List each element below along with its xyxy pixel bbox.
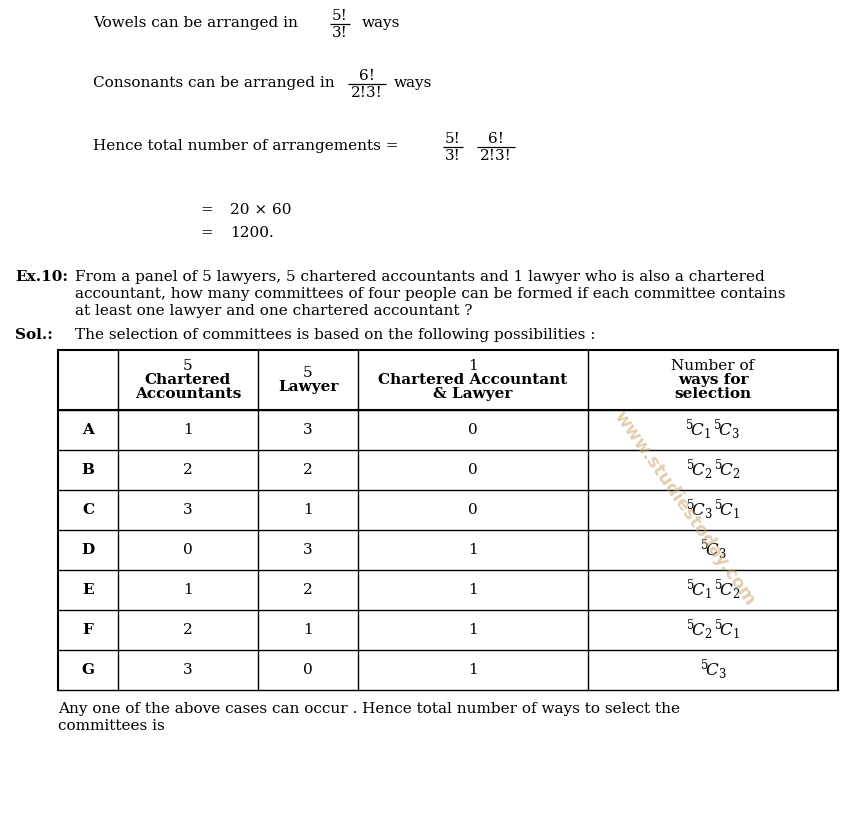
Text: 1200.: 1200. [230,226,273,240]
Text: 3: 3 [303,423,313,437]
Text: Ex.10:: Ex.10: [15,270,68,284]
Text: 2!3!: 2!3! [480,149,512,163]
Text: $^{5}\!C_{2}\,^{5}\!C_{1}$: $^{5}\!C_{2}\,^{5}\!C_{1}$ [686,618,740,642]
Text: 0: 0 [468,463,478,477]
Text: 5!: 5! [332,9,348,23]
Text: 5: 5 [303,366,313,380]
Text: $^{5}\!C_{2}\,^{5}\!C_{2}$: $^{5}\!C_{2}\,^{5}\!C_{2}$ [686,458,740,483]
Text: $^{5}\!C_{3}$: $^{5}\!C_{3}$ [699,537,726,562]
Text: Consonants can be arranged in: Consonants can be arranged in [93,76,334,90]
Text: 1: 1 [468,623,478,637]
Text: 0: 0 [303,663,313,677]
Text: $^{5}\!C_{1}\,^{5}\!C_{2}$: $^{5}\!C_{1}\,^{5}\!C_{2}$ [686,578,740,602]
Text: $^{5}\!C_{3}$: $^{5}\!C_{3}$ [699,658,726,682]
Text: ways: ways [362,16,400,30]
Text: Accountants: Accountants [135,387,241,401]
Text: Sol.:: Sol.: [15,328,53,342]
Text: 6!: 6! [359,69,375,83]
Text: 2: 2 [303,583,313,597]
Text: A: A [82,423,94,437]
Text: Chartered Accountant: Chartered Accountant [379,373,567,387]
Text: F: F [82,623,93,637]
Text: $^{5}\!C_{3}\,^{5}\!C_{1}$: $^{5}\!C_{3}\,^{5}\!C_{1}$ [686,497,740,523]
Text: 2: 2 [183,463,193,477]
Text: 0: 0 [468,503,478,517]
Text: 3!: 3! [445,149,461,163]
Text: =: = [200,203,213,217]
Text: 2: 2 [183,623,193,637]
Text: 1: 1 [468,359,478,373]
Text: From a panel of 5 lawyers, 5 chartered accountants and 1 lawyer who is also a ch: From a panel of 5 lawyers, 5 chartered a… [75,270,764,284]
Text: 5!: 5! [445,132,461,146]
Text: G: G [81,663,94,677]
Text: Number of: Number of [671,359,755,373]
Text: C: C [82,503,94,517]
Text: 3: 3 [183,663,193,677]
Text: 3: 3 [183,503,193,517]
Text: committees is: committees is [58,719,165,733]
Text: 2!3!: 2!3! [351,86,383,100]
Text: =: = [200,226,213,240]
Text: 1: 1 [468,663,478,677]
Text: 2: 2 [303,463,313,477]
Text: 1: 1 [303,623,313,637]
Text: Lawyer: Lawyer [278,380,339,394]
Text: selection: selection [674,387,752,401]
Text: $^{5}\!C_{1}\,^{5}\!C_{3}$: $^{5}\!C_{1}\,^{5}\!C_{3}$ [686,418,740,443]
Text: 0: 0 [183,543,193,557]
Text: Vowels can be arranged in: Vowels can be arranged in [93,16,298,30]
Text: 3!: 3! [332,26,348,40]
Text: at least one lawyer and one chartered accountant ?: at least one lawyer and one chartered ac… [75,304,472,318]
Text: D: D [81,543,94,557]
Text: Hence total number of arrangements =: Hence total number of arrangements = [93,139,399,153]
Text: 1: 1 [183,583,193,597]
Text: 5: 5 [183,359,193,373]
Text: 3: 3 [303,543,313,557]
Text: 0: 0 [468,423,478,437]
Text: 20 × 60: 20 × 60 [230,203,291,217]
Text: ways for: ways for [678,373,748,387]
Text: B: B [81,463,94,477]
Text: 1: 1 [183,423,193,437]
Text: The selection of committees is based on the following possibilities :: The selection of committees is based on … [75,328,596,342]
Text: & Lawyer: & Lawyer [434,387,512,401]
Text: 1: 1 [303,503,313,517]
Text: ways: ways [394,76,433,90]
Text: accountant, how many committees of four people can be formed if each committee c: accountant, how many committees of four … [75,287,786,301]
Text: Any one of the above cases can occur . Hence total number of ways to select the: Any one of the above cases can occur . H… [58,702,680,716]
Text: 1: 1 [468,543,478,557]
Text: 1: 1 [468,583,478,597]
Text: Chartered: Chartered [145,373,231,387]
Text: www.studiestoday.com: www.studiestoday.com [611,407,759,609]
Text: 6!: 6! [488,132,504,146]
Text: E: E [82,583,93,597]
